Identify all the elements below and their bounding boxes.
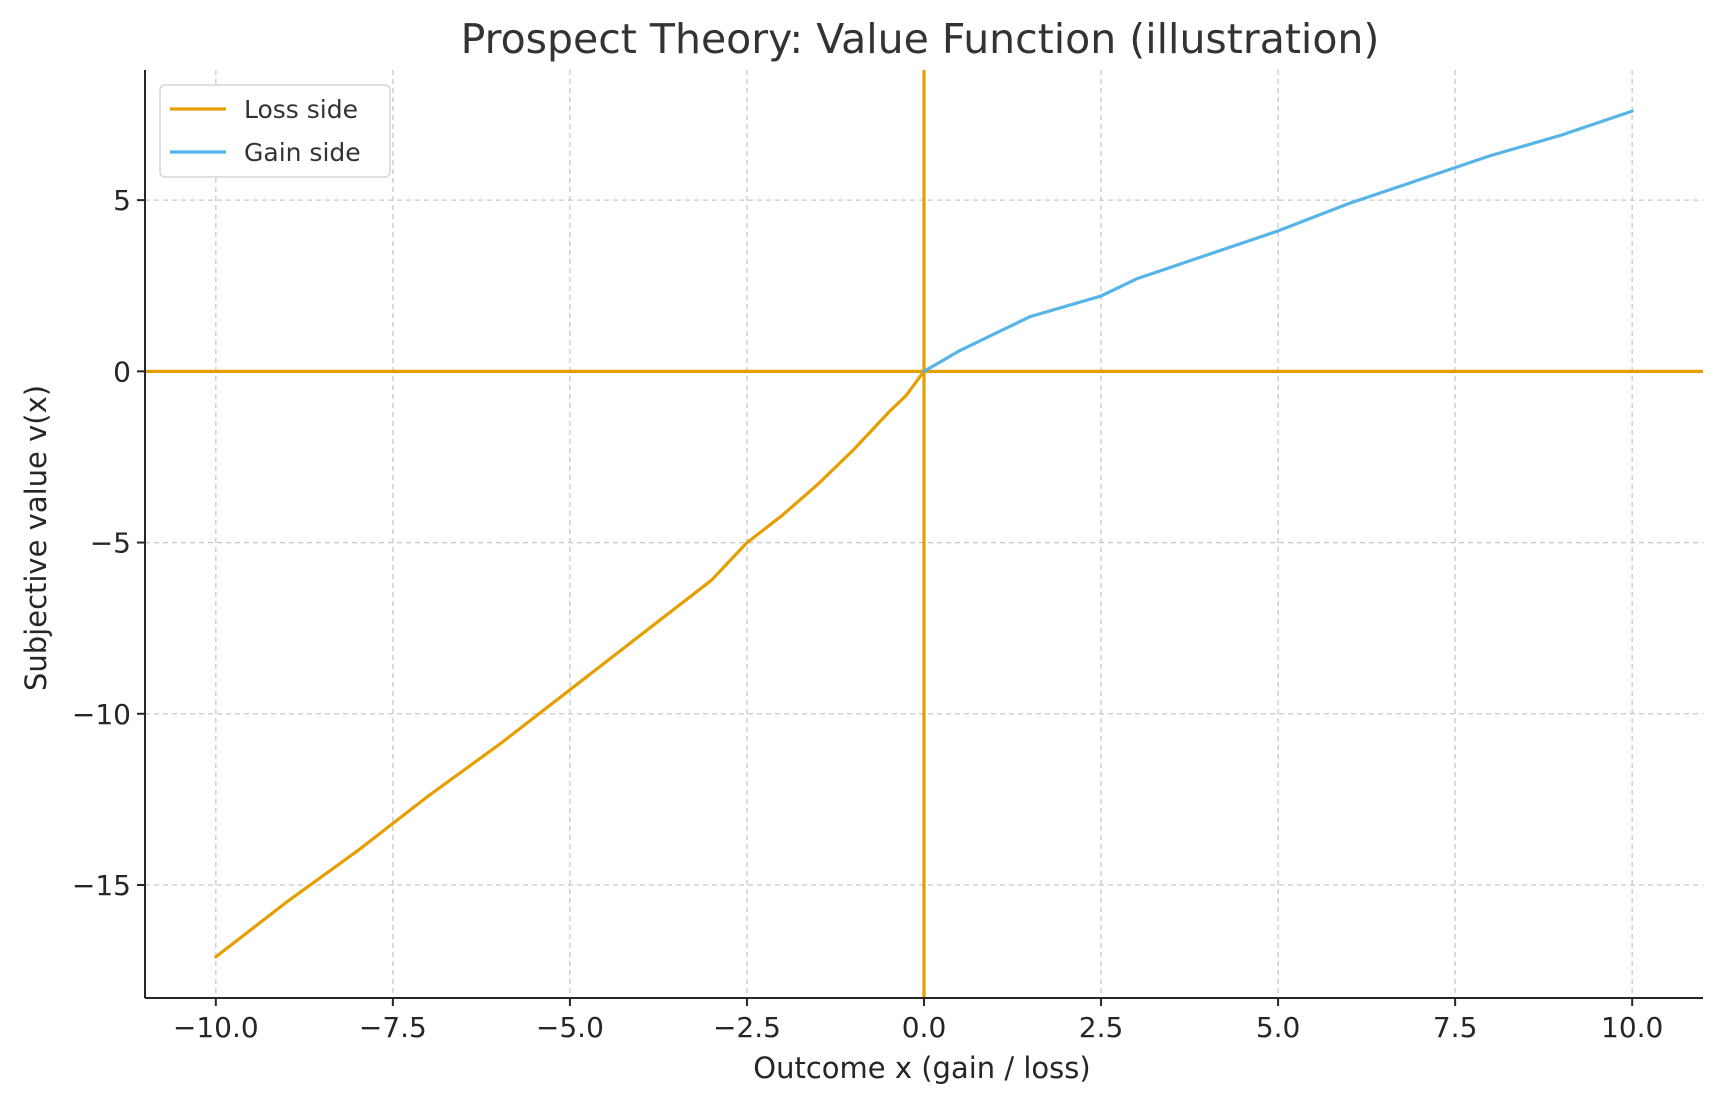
y-axis-label: Subjective value v(x) [19, 385, 53, 691]
x-tick-label: −7.5 [359, 1011, 427, 1044]
y-tick-label: −15 [72, 869, 131, 902]
legend-label: Loss side [244, 95, 358, 124]
series-line-1 [922, 109, 1634, 373]
series-line-0 [214, 369, 926, 959]
legend-label: Gain side [244, 138, 361, 167]
y-tick-label: −5 [90, 527, 131, 560]
y-tick-label: 5 [113, 184, 131, 217]
x-axis-label: Outcome x (gain / loss) [753, 1051, 1090, 1085]
x-tick-label: 5.0 [1256, 1011, 1301, 1044]
x-tick-label: 7.5 [1433, 1011, 1478, 1044]
y-tick-label: 0 [113, 355, 131, 388]
x-tick-label: 2.5 [1079, 1011, 1124, 1044]
series-lines [214, 109, 1634, 959]
chart-title: Prospect Theory: Value Function (illustr… [461, 15, 1380, 63]
y-tick-label: −10 [72, 698, 131, 731]
axes: −10.0 −7.5 −5.0 −2.5 0.0 2.5 5.0 7.5 10.0 −15 −10 −… [72, 70, 1703, 1044]
legend: Loss side Gain side [159, 84, 391, 178]
x-tick-label: −2.5 [713, 1011, 781, 1044]
reference-lines [145, 70, 1703, 998]
x-tick-label: −10.0 [173, 1011, 259, 1044]
x-tick-label: 0.0 [902, 1011, 947, 1044]
x-tick-label: −5.0 [536, 1011, 604, 1044]
x-tick-label: 10.0 [1601, 1011, 1663, 1044]
